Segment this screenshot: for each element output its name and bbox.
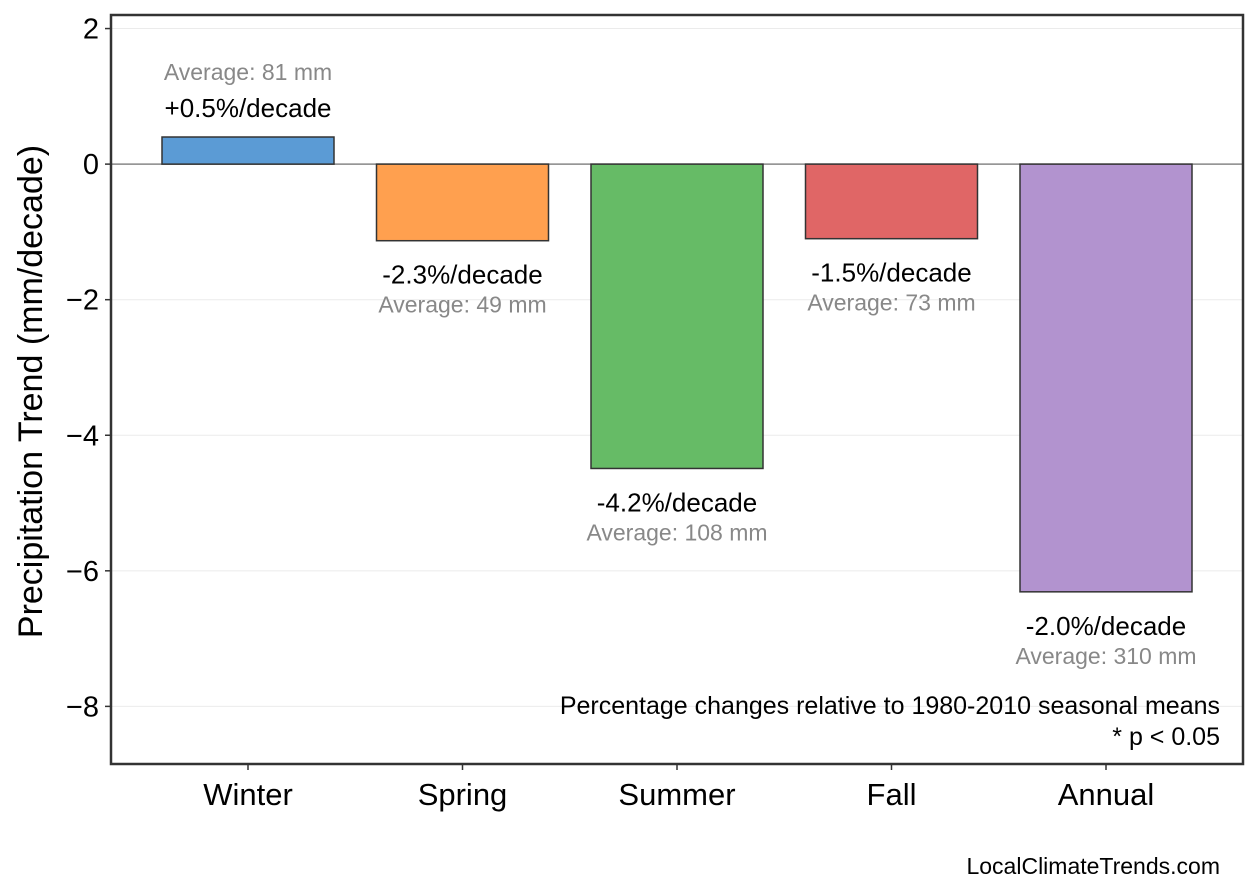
bars-layer <box>161 136 1193 593</box>
bar-winter <box>161 136 335 165</box>
pct-change-label-fall: -1.5%/decade <box>811 258 971 288</box>
average-label-winter: Average: 81 mm <box>164 59 332 85</box>
x-tick-label-summer: Summer <box>618 777 735 812</box>
bar-annual <box>1019 163 1193 593</box>
y-ticks-layer: 2 0 −2 −4 −6 −8 <box>66 14 111 723</box>
bar-spring <box>375 163 550 242</box>
y-tick-label-5: −8 <box>66 691 99 723</box>
x-ticks-layer: Winter Spring Summer Fall Annual <box>203 764 1154 812</box>
x-tick-label-winter: Winter <box>203 777 293 812</box>
pct-change-label-winter: +0.5%/decade <box>165 93 332 123</box>
average-label-summer: Average: 108 mm <box>586 519 767 545</box>
y-tick-label-1: 0 <box>83 149 99 181</box>
average-label-annual: Average: 310 mm <box>1015 643 1196 669</box>
pct-change-label-spring: -2.3%/decade <box>382 260 542 290</box>
bar-summer <box>590 163 764 470</box>
source-credit: LocalClimateTrends.com <box>966 853 1220 879</box>
pct-change-label-summer: -4.2%/decade <box>597 487 757 517</box>
y-tick-label-2: −2 <box>66 285 99 317</box>
x-tick-label-fall: Fall <box>867 777 917 812</box>
x-tick-label-annual: Annual <box>1058 777 1155 812</box>
average-label-spring: Average: 49 mm <box>378 292 546 318</box>
bar-fall <box>804 163 979 240</box>
pct-change-label-annual: -2.0%/decade <box>1026 611 1186 641</box>
y-tick-label-0: 2 <box>83 14 99 46</box>
footnote-significance: * p < 0.05 <box>1112 723 1220 751</box>
y-axis-label: Precipitation Trend (mm/decade) <box>12 145 50 638</box>
average-label-fall: Average: 73 mm <box>807 290 975 316</box>
footnote-percentage-basis: Percentage changes relative to 1980-2010… <box>560 692 1220 720</box>
y-tick-label-4: −6 <box>66 556 99 588</box>
y-tick-label-3: −4 <box>66 420 99 452</box>
x-tick-label-spring: Spring <box>418 777 508 812</box>
